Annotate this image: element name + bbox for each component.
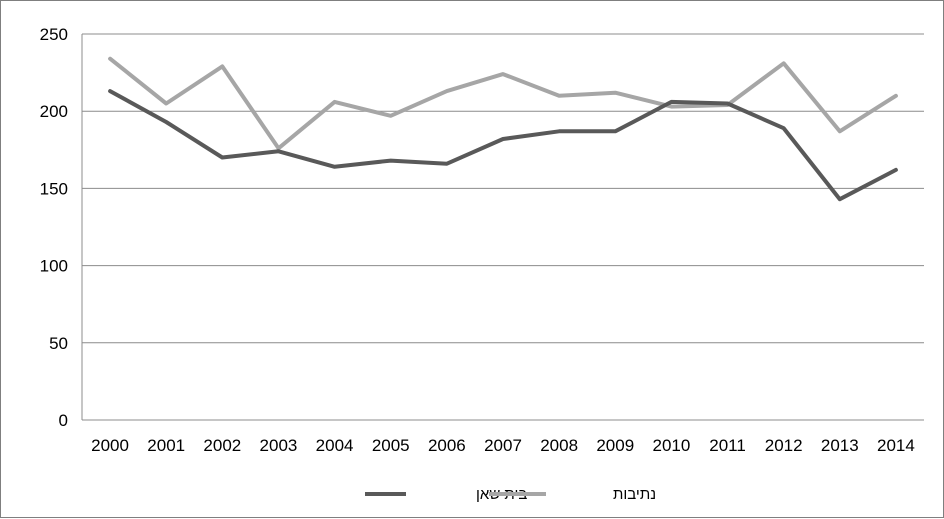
x-axis-tick-labels: 2000 2001 2002 2003 2004 2005 2006 2007 2008 2009… (91, 436, 915, 455)
y-tick-label-200: 200 (40, 102, 68, 121)
gridlines (82, 33, 924, 344)
x-tick-label-2009: 2009 (596, 436, 634, 455)
y-tick-label-150: 150 (40, 179, 68, 198)
series-line-2 (108, 56, 898, 151)
y-tick-label-50: 50 (49, 334, 68, 353)
x-tick-label-2004: 2004 (316, 436, 354, 455)
x-tick-label-2013: 2013 (821, 436, 859, 455)
x-tick-label-2000: 2000 (91, 436, 129, 455)
x-tick-label-2014: 2014 (877, 436, 915, 455)
series-line-1 (108, 89, 898, 202)
axes (81, 34, 924, 421)
y-tick-label-250: 250 (40, 25, 68, 44)
x-tick-label-2008: 2008 (540, 436, 578, 455)
y-axis-tick-labels: 0 50 100 150 200 250 (40, 25, 68, 430)
series-lines (108, 56, 898, 202)
x-tick-label-2007: 2007 (484, 436, 522, 455)
x-tick-label-2002: 2002 (203, 436, 241, 455)
x-tick-label-2001: 2001 (147, 436, 185, 455)
x-tick-label-2005: 2005 (372, 436, 410, 455)
x-tick-label-2006: 2006 (428, 436, 466, 455)
x-tick-label-2010: 2010 (652, 436, 690, 455)
y-tick-label-100: 100 (40, 257, 68, 276)
x-tick-label-2012: 2012 (765, 436, 803, 455)
x-tick-label-2011: 2011 (709, 436, 746, 455)
y-tick-label-0: 0 (59, 411, 68, 430)
legend-label-2: נתיבות (613, 486, 656, 503)
x-tick-label-2003: 2003 (260, 436, 298, 455)
